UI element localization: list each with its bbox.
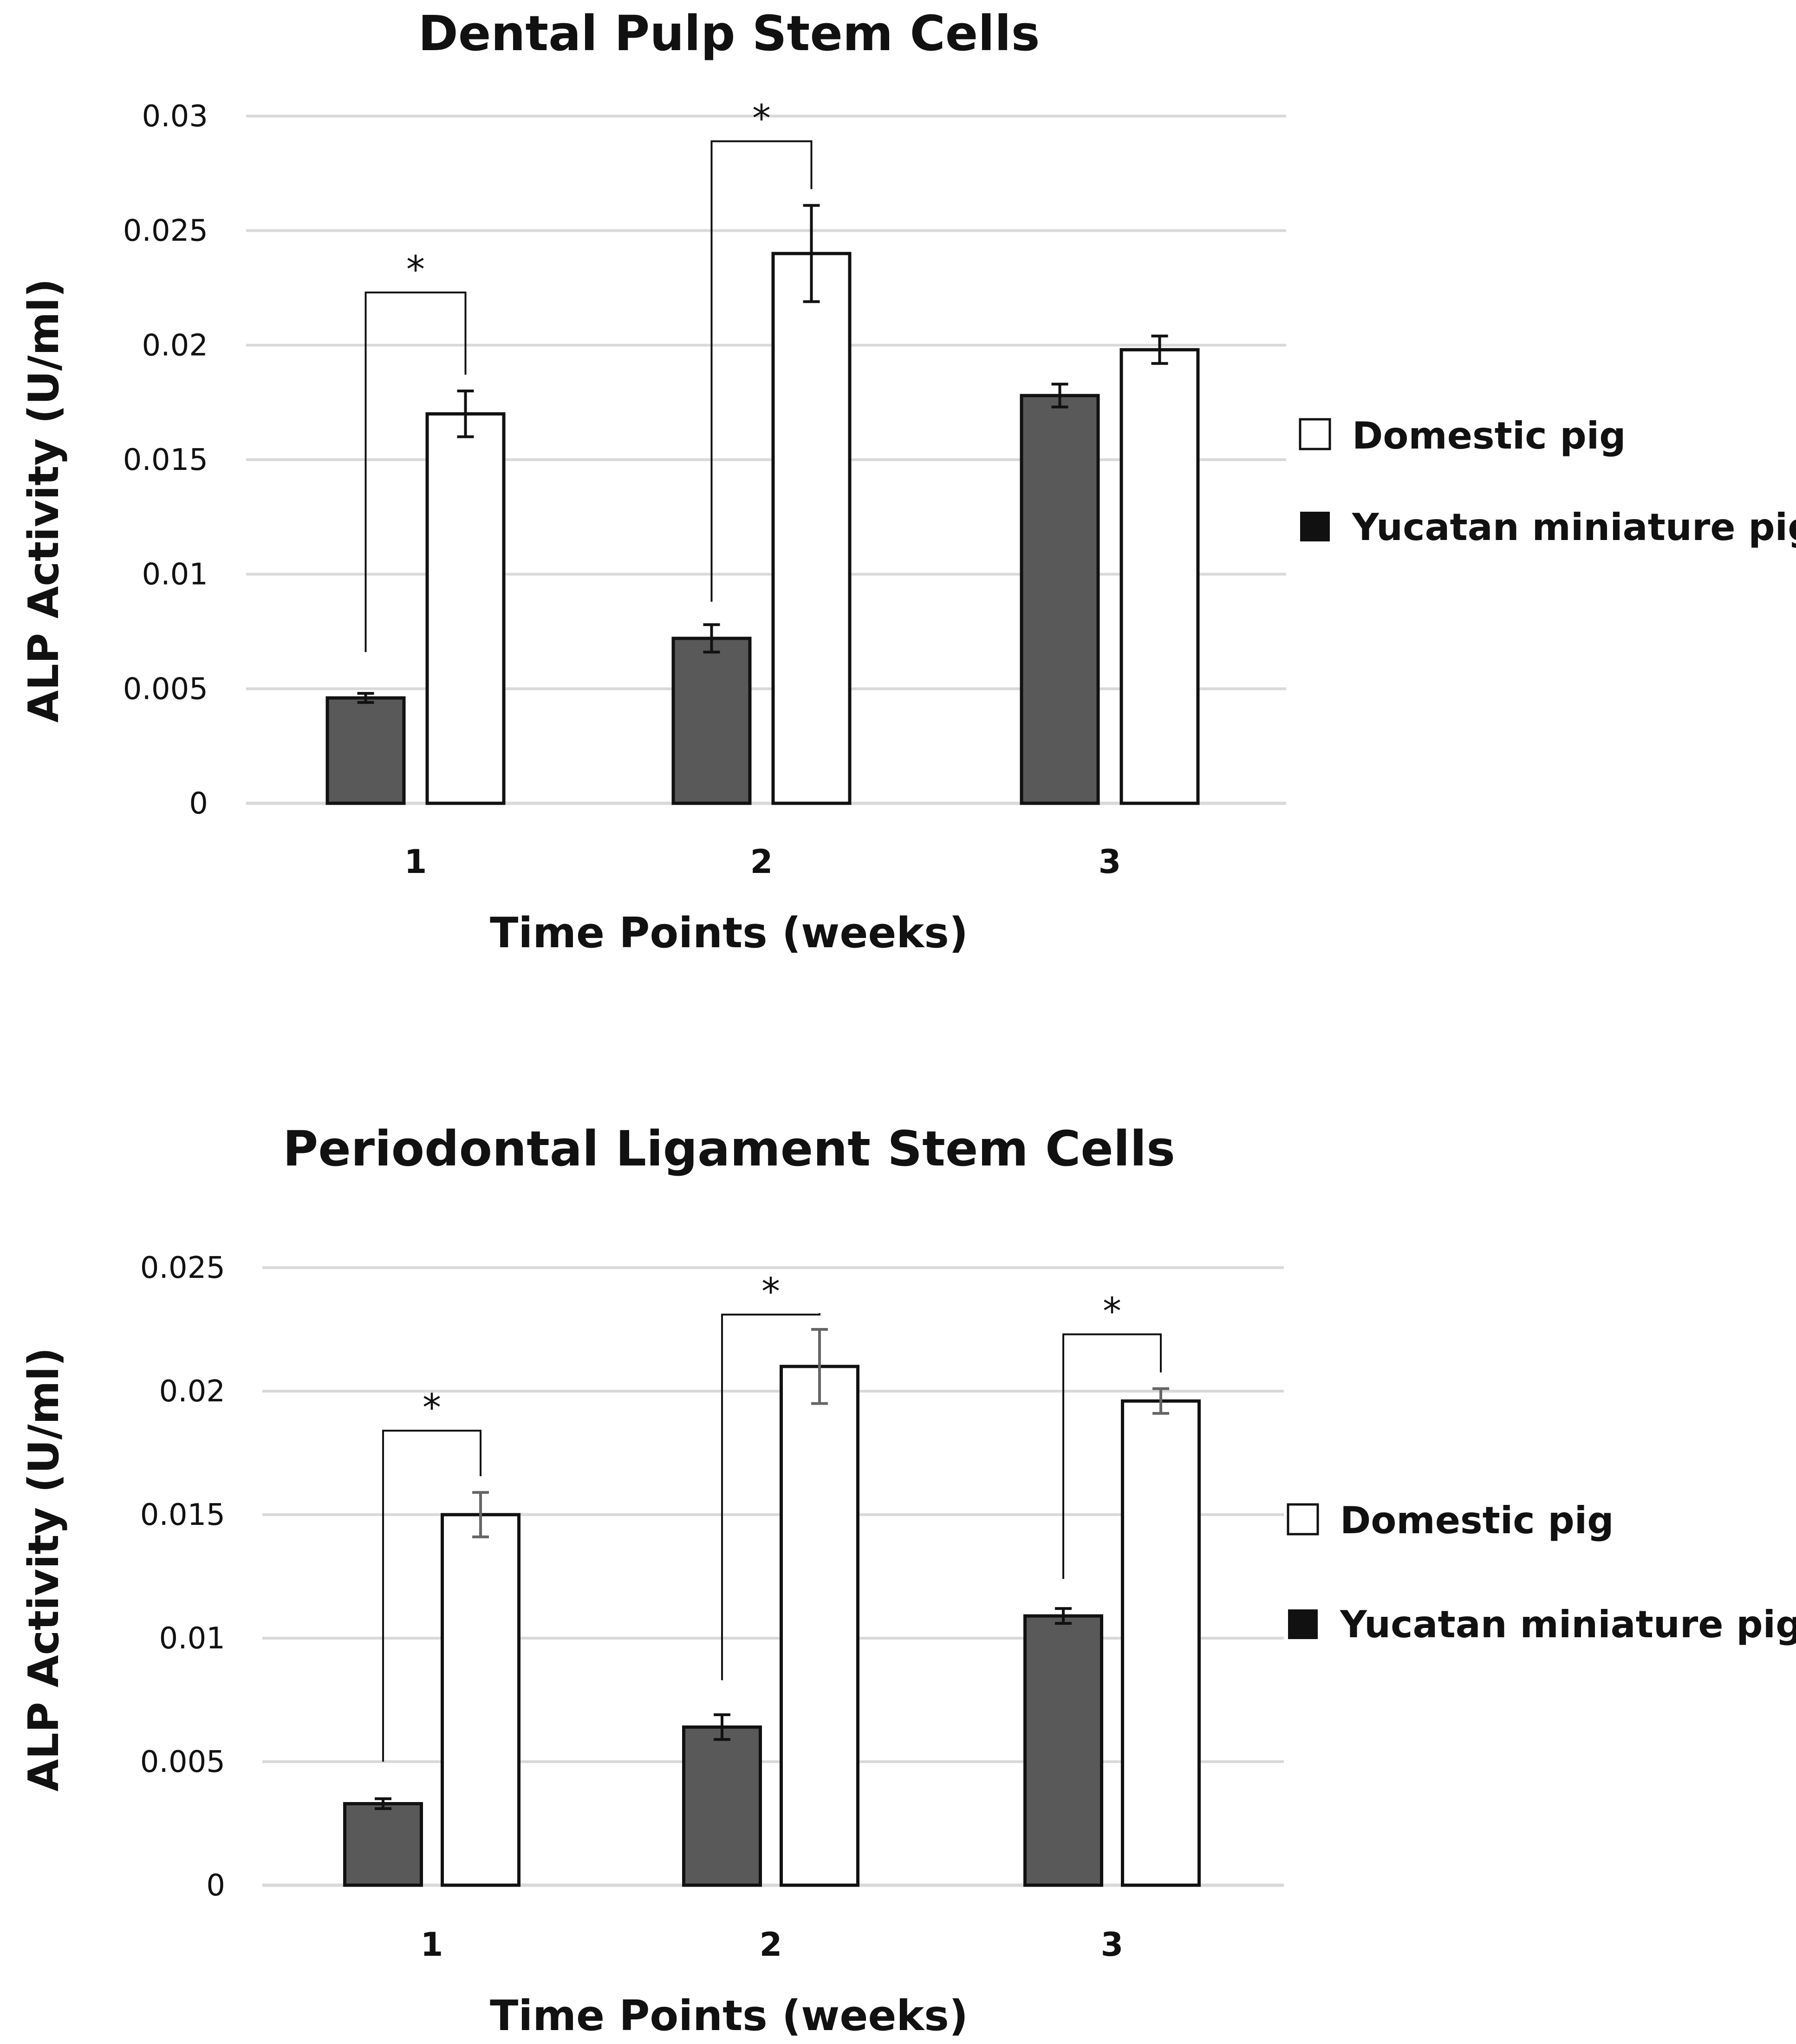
error-bar <box>357 692 374 704</box>
legend-label-domestic: Domestic pig <box>1340 1499 1614 1542</box>
chart-periodontal-ligament: Periodontal Ligament Stem Cells 0 0.005 0.… <box>20 1120 1796 2040</box>
bar-domestic <box>1121 1399 1201 1887</box>
significance-star: * <box>1103 1290 1121 1333</box>
error-bar <box>1055 1607 1072 1625</box>
y-tick-label: 0.02 <box>159 1374 226 1409</box>
y-tick-label: 0 <box>189 787 208 821</box>
y-tick-label: 0.03 <box>142 99 208 134</box>
significance-star: * <box>423 1386 441 1429</box>
x-axis-title: Time Points (weeks) <box>490 909 968 957</box>
bar-domestic <box>771 252 852 805</box>
significance-bracket: * <box>364 248 467 652</box>
bracket-line <box>710 140 813 602</box>
bar-yucatan <box>325 696 406 805</box>
y-tick-label: 0.01 <box>159 1621 226 1656</box>
x-tick-labels: 1 2 3 <box>421 1926 1124 1964</box>
gridlines <box>246 115 1286 805</box>
bar-yucatan <box>1020 394 1100 805</box>
error-bar <box>375 1797 391 1810</box>
y-tick-label: 0.025 <box>140 1251 225 1285</box>
error-bars <box>375 1328 1169 1810</box>
x-tick-label: 2 <box>750 843 773 881</box>
chart-title: Dental Pulp Stem Cells <box>418 5 1040 62</box>
bar-domestic <box>441 1513 521 1887</box>
legend: Domestic pig Yucatan miniature pig <box>1287 1499 1796 1646</box>
significance-bracket: * <box>382 1386 482 1762</box>
y-axis-title: ALP Activity (U/ml) <box>20 279 68 723</box>
legend: Domestic pig Yucatan miniature pig <box>1299 414 1796 549</box>
error-bar <box>803 204 820 303</box>
significance-bracket: * <box>1062 1290 1162 1579</box>
bracket-line <box>1062 1333 1162 1579</box>
legend-label-yucatan: Yucatan miniature pig <box>1340 1603 1796 1646</box>
error-bar <box>472 1491 489 1538</box>
y-tick-label: 0.02 <box>142 328 208 363</box>
bars <box>325 252 1200 805</box>
bar-domestic <box>780 1365 859 1887</box>
y-tick-label: 0.005 <box>140 1745 225 1779</box>
bar-yucatan <box>1023 1614 1103 1887</box>
legend-swatch-yucatan <box>1288 1609 1318 1639</box>
legend-label-yucatan: Yucatan miniature pig <box>1352 506 1796 549</box>
bar-domestic <box>1119 348 1200 805</box>
significance-star: * <box>406 248 425 291</box>
x-tick-label: 3 <box>1099 843 1121 881</box>
significance-star: * <box>752 97 771 140</box>
significance-bracket: * <box>710 97 813 602</box>
y-tick-label: 0.015 <box>123 443 208 477</box>
bar-yucatan <box>343 1802 423 1887</box>
legend-swatch-domestic <box>1299 418 1331 450</box>
y-tick-labels: 0 0.005 0.01 0.015 0.02 0.025 <box>140 1251 225 1903</box>
x-axis-title: Time Points (weeks) <box>490 1992 968 2040</box>
y-tick-label: 0.01 <box>142 558 208 592</box>
y-tick-label: 0.015 <box>140 1498 225 1532</box>
legend-label-domestic: Domestic pig <box>1352 414 1626 457</box>
error-bar <box>1051 383 1068 409</box>
significance-annotations: * * * <box>382 1270 1162 1762</box>
error-bar <box>1152 1387 1169 1415</box>
legend-swatch-domestic <box>1287 1503 1319 1536</box>
legend-swatch-yucatan <box>1300 512 1330 541</box>
x-tick-label: 1 <box>404 843 427 881</box>
significance-annotations: ** <box>364 97 813 652</box>
x-tick-label: 3 <box>1101 1926 1124 1964</box>
error-bars <box>357 204 1168 704</box>
x-tick-label: 1 <box>421 1926 443 1964</box>
y-tick-labels: 0 0.005 0.01 0.015 0.02 0.025 0.03 <box>123 99 208 821</box>
bars <box>343 1365 1201 1887</box>
significance-star: * <box>761 1270 780 1313</box>
x-tick-label: 2 <box>760 1926 782 1964</box>
bracket-line <box>721 1313 820 1680</box>
y-tick-label: 0 <box>206 1868 225 1903</box>
chart-title: Periodontal Ligament Stem Cells <box>283 1120 1175 1177</box>
bar-yucatan <box>682 1725 762 1887</box>
x-tick-labels: 1 2 3 <box>404 843 1121 881</box>
y-tick-label: 0.005 <box>123 672 208 706</box>
bracket-line <box>364 291 467 652</box>
error-bar <box>714 1713 730 1741</box>
gridlines <box>262 1266 1284 1887</box>
error-bar <box>811 1328 828 1405</box>
bracket-line <box>382 1430 482 1762</box>
error-bar <box>457 390 474 438</box>
significance-bracket: * <box>721 1270 820 1680</box>
y-tick-label: 0.025 <box>123 214 208 248</box>
bar-domestic <box>425 412 506 805</box>
error-bar <box>1151 334 1168 365</box>
y-axis-title: ALP Activity (U/ml) <box>20 1347 68 1792</box>
error-bar <box>703 623 720 654</box>
bar-yucatan <box>671 637 752 805</box>
chart-dental-pulp: Dental Pulp Stem Cells 0 0.005 0.01 0.015 0.… <box>20 5 1796 957</box>
